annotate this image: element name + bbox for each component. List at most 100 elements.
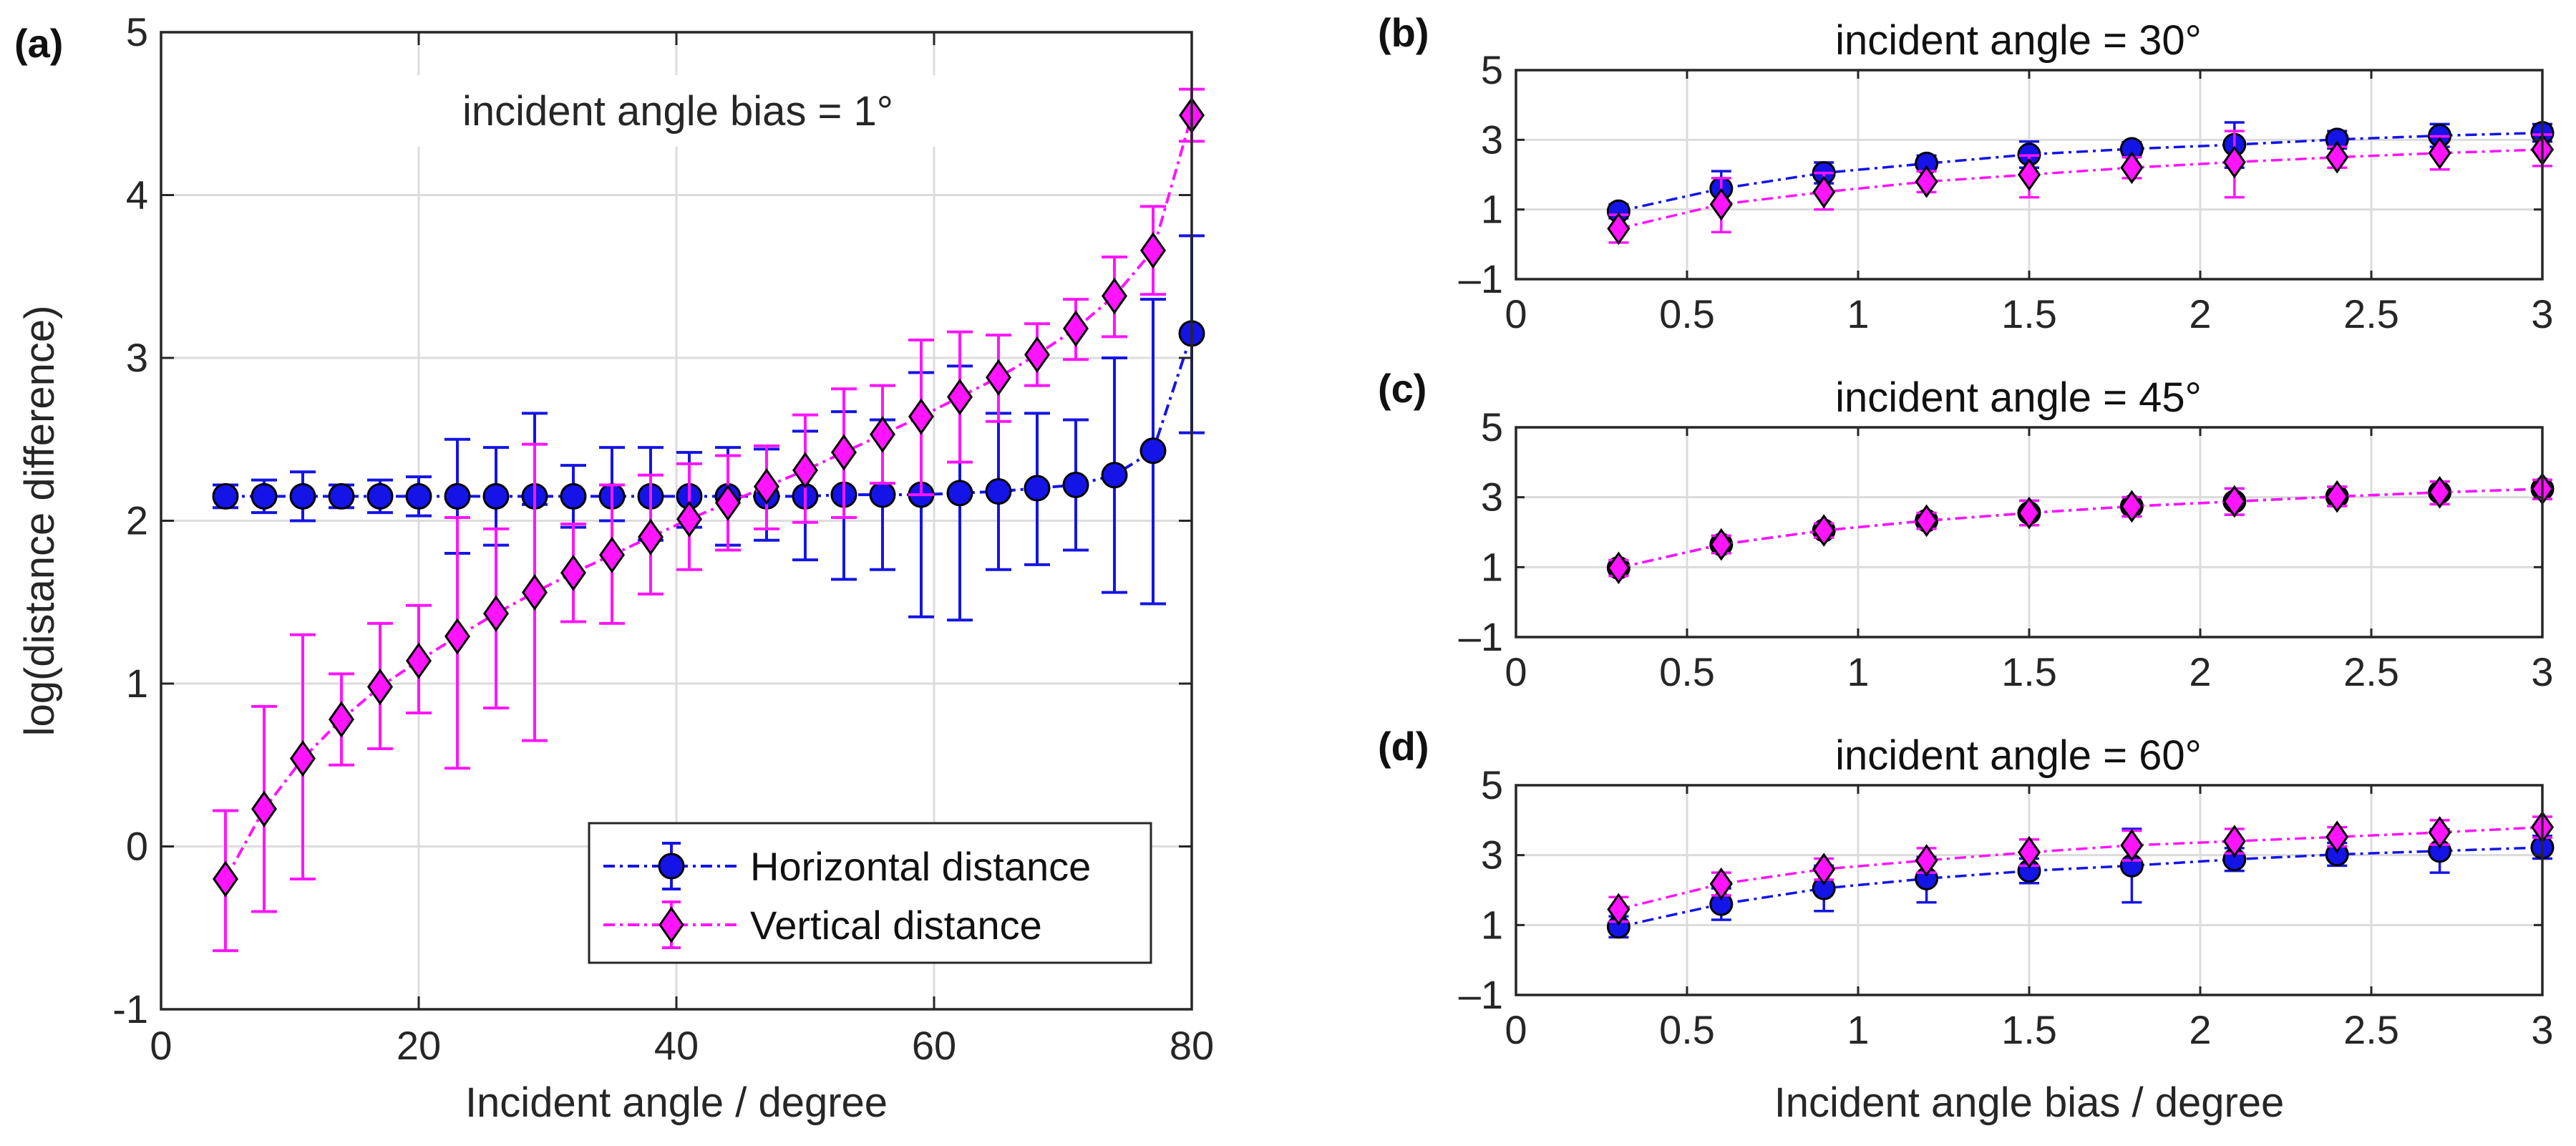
data-point-diamond	[986, 359, 1011, 396]
data-point-diamond	[1607, 212, 1630, 246]
data-point-diamond	[792, 452, 818, 489]
panel-title: incident angle = 45°	[1835, 374, 2202, 421]
data-point-diamond	[1709, 528, 1733, 561]
data-point-circle	[946, 480, 973, 507]
legend-entry: Vertical distance	[603, 900, 1042, 949]
data-point-diamond	[2222, 485, 2246, 518]
y-tick-label: 2	[126, 498, 148, 543]
annotation-text: incident angle bias = 1°	[462, 88, 893, 135]
panel-title: incident angle = 30°	[1835, 17, 2202, 64]
data-point-circle	[444, 482, 471, 510]
data-point-diamond	[638, 518, 664, 555]
data-point-circle	[212, 482, 239, 510]
data-point-diamond	[290, 740, 316, 777]
y-tick-label: 0	[126, 824, 148, 869]
series-line	[1618, 148, 2543, 230]
data-point-diamond	[831, 434, 857, 471]
x-tick-label: 2.5	[2343, 649, 2399, 694]
series-vertical	[1607, 810, 2555, 926]
data-point-circle	[560, 482, 587, 510]
data-point-circle	[289, 482, 316, 510]
x-tick-label: 1.5	[2001, 1007, 2057, 1052]
data-point-diamond	[444, 618, 470, 655]
data-point-diamond	[1102, 277, 1127, 315]
y-tick-label: 1	[1481, 187, 1503, 232]
data-point-diamond	[2120, 829, 2144, 862]
data-point-diamond	[329, 701, 354, 738]
y-tick-label: –1	[1459, 972, 1503, 1017]
data-point-diamond	[1140, 232, 1166, 269]
panel-c: 0 0.5 1 1.5 2 2.5 3 –1 1 3 5 incident angle = 45° (c…	[1378, 366, 2555, 694]
panel-title: incident angle = 60°	[1835, 732, 2202, 779]
data-point-diamond	[715, 484, 741, 522]
series-line	[1618, 487, 2543, 570]
data-point-circle	[366, 482, 394, 510]
legend-label: Vertical distance	[750, 903, 1042, 948]
legend-entry: Horizontal distance	[603, 842, 1091, 890]
data-point-circle	[405, 482, 432, 510]
data-point-diamond	[2017, 835, 2041, 869]
data-point-diamond	[1915, 504, 1938, 538]
data-point-diamond	[406, 642, 432, 679]
series-line	[1618, 846, 2543, 928]
x-tick-label: 1	[1847, 1007, 1869, 1052]
y-tick-label: 3	[1481, 475, 1503, 520]
data-point-diamond	[1915, 165, 1938, 198]
x-tick-label: 3	[2531, 649, 2553, 694]
series-line	[1618, 131, 2543, 213]
annotation: incident angle bias = 1°	[415, 75, 941, 147]
data-point-diamond	[1812, 514, 1836, 547]
legend-box	[588, 822, 1152, 964]
legend-marker-circle	[658, 853, 685, 880]
data-point-circle	[1139, 437, 1167, 465]
x-tick-label: 0	[150, 1023, 172, 1068]
y-tick-label: 1	[126, 661, 148, 706]
x-tick-label: 40	[654, 1023, 699, 1068]
x-tick-label: 0	[1505, 649, 1527, 694]
x-tick-label: 2	[2189, 291, 2211, 336]
panel-label: (b)	[1378, 10, 1429, 55]
data-point-circle	[869, 481, 896, 508]
y-tick-label: 5	[1481, 404, 1503, 450]
series-vertical	[1607, 130, 2555, 246]
x-tick-label: 2.5	[2343, 1007, 2399, 1052]
data-point-diamond	[2325, 140, 2349, 174]
y-tick-label: 3	[1481, 117, 1503, 162]
data-point-diamond	[2325, 820, 2349, 854]
panel-label: (c)	[1378, 366, 1426, 411]
panel-a: incident angle bias = 1°0 20 40 60 80-101234…	[14, 9, 1214, 1126]
data-point-diamond	[251, 790, 277, 827]
data-point-diamond	[2017, 158, 2041, 191]
x-tick-label: 2	[2189, 649, 2211, 694]
x-tick-label: 0.5	[1659, 1007, 1715, 1052]
data-point-diamond	[1709, 867, 1733, 900]
data-point-diamond	[560, 554, 586, 591]
data-point-circle	[482, 482, 510, 510]
y-tick-label: –1	[1459, 614, 1503, 659]
data-point-circle	[251, 482, 278, 510]
data-point-diamond	[754, 468, 779, 505]
panel-b: 0 0.5 1 1.5 2 2.5 3 –1 1 3 5 incident angle = 30° (b…	[1378, 10, 2555, 336]
series-line	[1618, 825, 2543, 911]
data-point-circle	[1062, 471, 1089, 498]
x-tick-label: 1.5	[2001, 291, 2057, 336]
data-point-diamond	[213, 860, 238, 898]
data-point-diamond	[1063, 310, 1089, 347]
data-point-diamond	[2017, 496, 2041, 530]
y-tick-label: 5	[1481, 47, 1503, 92]
y-tick-label: -1	[112, 986, 148, 1031]
data-point-diamond	[599, 536, 625, 573]
x-tick-label: 1	[1847, 649, 1869, 694]
x-tick-label: 1	[1847, 291, 1869, 336]
x-axis-label: Incident angle / degree	[465, 1079, 888, 1126]
y-tick-label: 1	[1481, 902, 1503, 947]
x-tick-label: 1.5	[2001, 649, 2057, 694]
x-tick-label: 20	[397, 1023, 441, 1068]
data-point-diamond	[2428, 816, 2451, 849]
data-point-diamond	[522, 574, 548, 611]
data-point-diamond	[1607, 893, 1630, 926]
data-point-diamond	[2325, 480, 2349, 513]
x-tick-label: 0	[1505, 291, 1527, 336]
data-point-diamond	[2120, 151, 2144, 185]
